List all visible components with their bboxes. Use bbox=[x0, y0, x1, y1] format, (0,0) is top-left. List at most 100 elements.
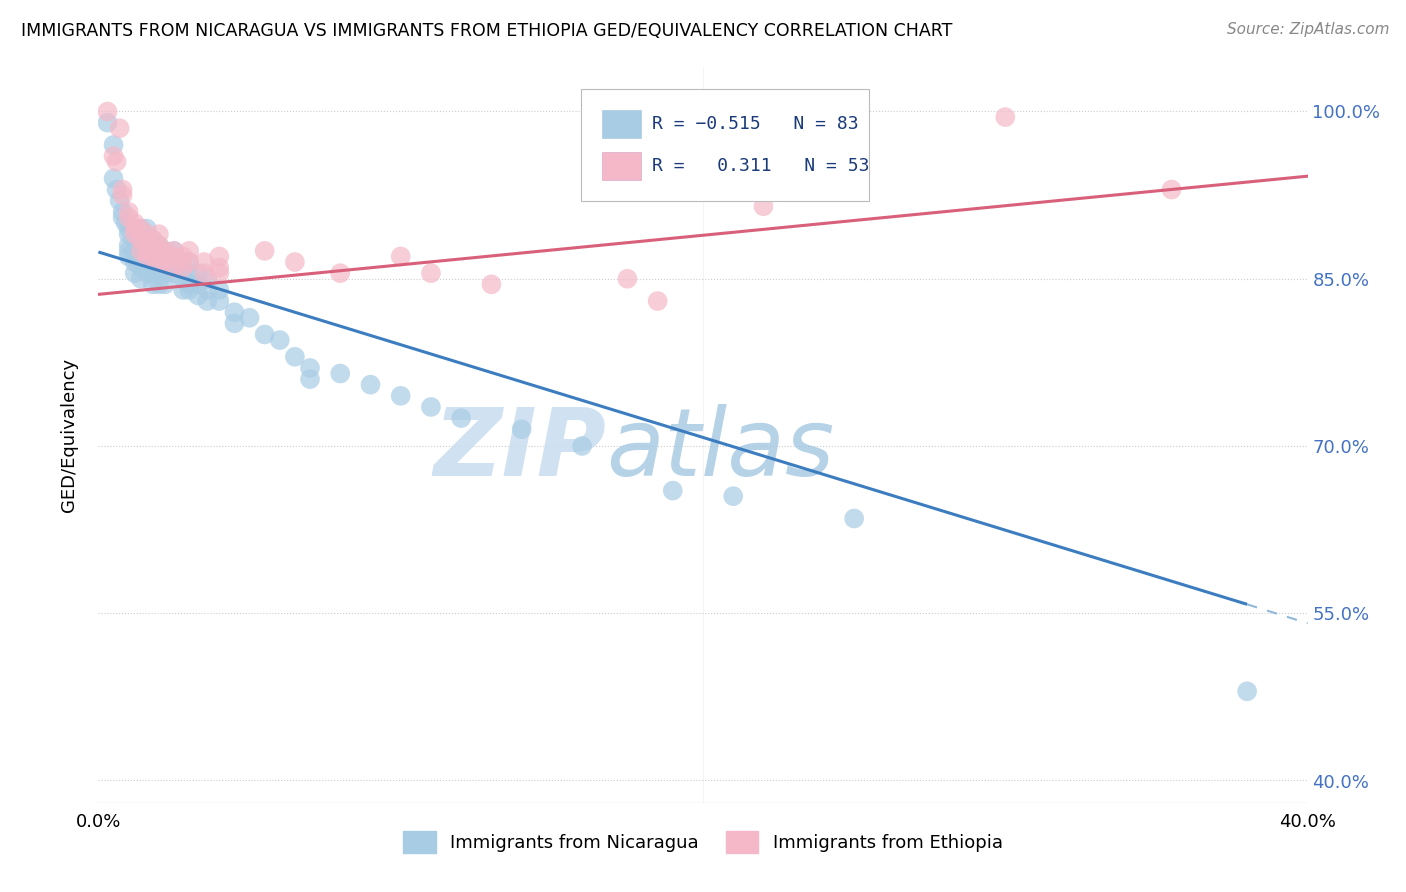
Point bbox=[172, 249, 194, 264]
Point bbox=[118, 238, 141, 252]
Point bbox=[105, 182, 128, 196]
Point bbox=[129, 244, 152, 258]
Point bbox=[142, 277, 165, 292]
Point bbox=[172, 260, 194, 275]
Point bbox=[163, 260, 186, 275]
Text: ZIP: ZIP bbox=[433, 403, 606, 496]
Point bbox=[118, 244, 141, 258]
Point bbox=[148, 238, 170, 252]
Point bbox=[329, 367, 352, 381]
Point bbox=[142, 266, 165, 280]
Point bbox=[135, 244, 157, 258]
Point bbox=[994, 110, 1017, 124]
Point bbox=[163, 255, 186, 269]
Point bbox=[124, 255, 146, 269]
Point bbox=[118, 204, 141, 219]
Point bbox=[187, 288, 209, 302]
Point bbox=[195, 283, 218, 297]
Point bbox=[103, 149, 125, 163]
Point bbox=[124, 233, 146, 247]
Point bbox=[195, 293, 218, 308]
Point bbox=[142, 249, 165, 264]
Point bbox=[616, 271, 638, 285]
Point bbox=[129, 249, 152, 264]
Point bbox=[124, 227, 146, 241]
Point bbox=[108, 121, 131, 136]
Point bbox=[124, 244, 146, 258]
Point bbox=[224, 305, 246, 319]
Point bbox=[389, 249, 412, 264]
Point bbox=[195, 271, 218, 285]
Point bbox=[329, 266, 352, 280]
Point bbox=[148, 255, 170, 269]
Point bbox=[135, 227, 157, 241]
Point bbox=[148, 227, 170, 241]
Point bbox=[253, 327, 276, 342]
Point bbox=[153, 255, 176, 269]
Point bbox=[148, 255, 170, 269]
Point bbox=[129, 221, 152, 235]
Point bbox=[153, 255, 176, 269]
Point bbox=[135, 249, 157, 264]
Point bbox=[1160, 182, 1182, 196]
Point bbox=[172, 271, 194, 285]
Point bbox=[124, 249, 146, 264]
Text: R =   0.311   N = 53: R = 0.311 N = 53 bbox=[652, 157, 870, 175]
Point bbox=[124, 221, 146, 235]
Point bbox=[153, 277, 176, 292]
Point bbox=[135, 221, 157, 235]
Point bbox=[153, 244, 176, 258]
Point bbox=[163, 244, 186, 258]
Point bbox=[193, 255, 215, 269]
Point bbox=[179, 283, 201, 297]
Point bbox=[647, 293, 669, 308]
Point bbox=[661, 483, 683, 498]
Point bbox=[129, 221, 152, 235]
Point bbox=[129, 271, 152, 285]
Point bbox=[135, 260, 157, 275]
Point bbox=[224, 316, 246, 330]
Point bbox=[208, 283, 231, 297]
Point bbox=[510, 422, 533, 436]
Point bbox=[179, 244, 201, 258]
Text: atlas: atlas bbox=[606, 404, 835, 495]
Point bbox=[1236, 684, 1258, 698]
Point bbox=[108, 194, 131, 208]
Point bbox=[111, 204, 134, 219]
Point bbox=[142, 255, 165, 269]
Point bbox=[105, 154, 128, 169]
Point bbox=[420, 266, 443, 280]
Point bbox=[389, 389, 412, 403]
Point bbox=[135, 249, 157, 264]
Point bbox=[284, 255, 307, 269]
Y-axis label: GED/Equivalency: GED/Equivalency bbox=[59, 358, 77, 512]
Text: Source: ZipAtlas.com: Source: ZipAtlas.com bbox=[1226, 22, 1389, 37]
Point bbox=[571, 439, 593, 453]
Point bbox=[179, 255, 201, 269]
Point bbox=[96, 104, 118, 119]
Point bbox=[142, 244, 165, 258]
Text: IMMIGRANTS FROM NICARAGUA VS IMMIGRANTS FROM ETHIOPIA GED/EQUIVALENCY CORRELATIO: IMMIGRANTS FROM NICARAGUA VS IMMIGRANTS … bbox=[21, 22, 952, 40]
Point bbox=[179, 266, 201, 280]
Point bbox=[135, 238, 157, 252]
Point bbox=[163, 244, 186, 258]
Point bbox=[118, 227, 141, 241]
Point bbox=[187, 277, 209, 292]
Point bbox=[111, 188, 134, 202]
Point bbox=[172, 260, 194, 275]
Point bbox=[208, 293, 231, 308]
Point bbox=[124, 266, 146, 280]
Point bbox=[193, 266, 215, 280]
Point bbox=[142, 233, 165, 247]
Point bbox=[142, 249, 165, 264]
Point bbox=[129, 238, 152, 252]
Point bbox=[360, 377, 382, 392]
Point bbox=[118, 249, 141, 264]
Point bbox=[208, 249, 231, 264]
Point bbox=[111, 211, 134, 225]
Point bbox=[103, 171, 125, 186]
Point bbox=[129, 233, 152, 247]
Point bbox=[163, 249, 186, 264]
Point bbox=[142, 244, 165, 258]
Point bbox=[179, 277, 201, 292]
